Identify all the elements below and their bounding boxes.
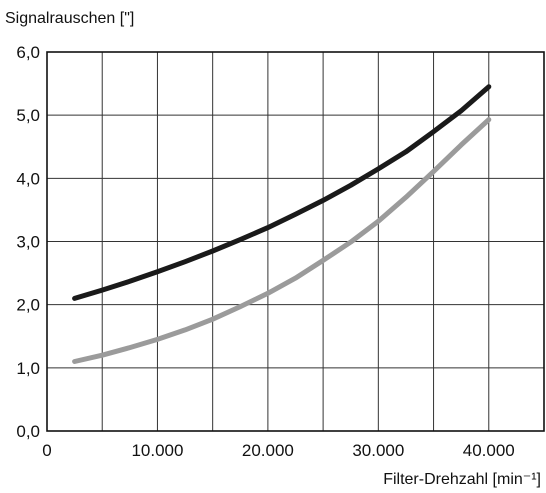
series-line-1 xyxy=(72,84,492,301)
x-axis-label: Filter-Drehzahl [min⁻¹] xyxy=(383,471,541,488)
grid xyxy=(47,52,544,431)
plot-frame xyxy=(46,51,545,432)
x-tick-label: 30.000 xyxy=(352,441,404,460)
x-tick-label: 10.000 xyxy=(131,441,183,460)
y-tick-label: 6,0 xyxy=(16,43,40,62)
y-tick-label: 0,0 xyxy=(16,422,40,441)
x-tick-label: 40.000 xyxy=(463,441,515,460)
y-axis-label: Signalrauschen ["] xyxy=(5,10,134,27)
y-tick-label: 4,0 xyxy=(16,169,40,188)
series-group xyxy=(72,84,492,364)
x-tick-label: 20.000 xyxy=(242,441,294,460)
y-tick-labels: 0,0 1,0 2,0 3,0 4,0 5,0 6,0 xyxy=(16,43,40,441)
x-tick-label: 0 xyxy=(42,441,51,460)
y-tick-label: 1,0 xyxy=(16,359,40,378)
series-line-2 xyxy=(72,117,492,364)
y-tick-label: 2,0 xyxy=(16,296,40,315)
y-tick-label: 3,0 xyxy=(16,233,40,252)
y-tick-label: 5,0 xyxy=(16,106,40,125)
x-tick-labels: 0 10.000 20.000 30.000 40.000 xyxy=(42,441,515,460)
